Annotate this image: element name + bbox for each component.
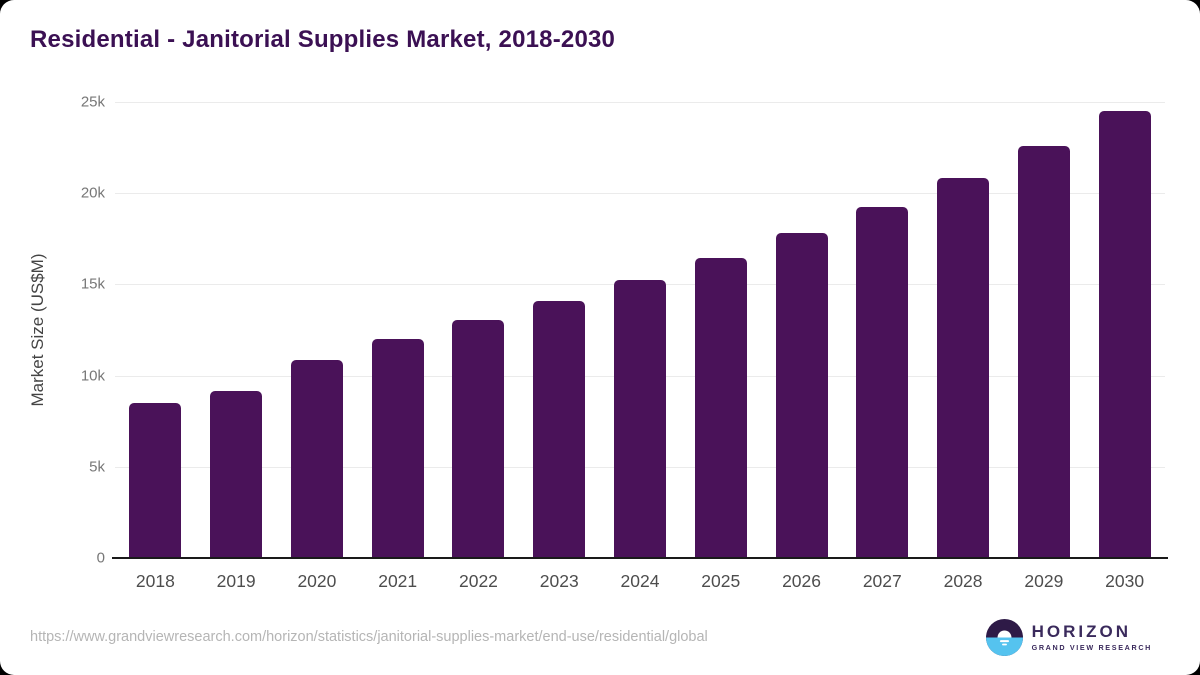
chart-title: Residential - Janitorial Supplies Market… [30, 26, 616, 53]
bar-2022[interactable] [452, 319, 505, 558]
x-axis-tick-labels: 2018 2019 2020 2021 2022 2023 2024 2025 2026 2027… [115, 571, 1165, 597]
bar-2024[interactable] [614, 279, 666, 558]
y-tick-label: 0 [96, 549, 105, 567]
gridline [115, 102, 1165, 103]
bar-2021[interactable] [371, 339, 424, 558]
x-tick-label: 2019 [216, 571, 256, 591]
x-tick-label: 2023 [539, 571, 579, 591]
gridline [115, 193, 1165, 195]
bar-2030[interactable] [1098, 111, 1151, 558]
bar-2023[interactable] [533, 300, 586, 558]
horizon-logo[interactable]: HORIZON GRAND VIEW RESEARCH [985, 619, 1152, 656]
plot-area [112, 102, 1168, 559]
x-tick-label: 2029 [1024, 571, 1064, 591]
x-tick-label: 2026 [782, 571, 821, 591]
logo-title: HORIZON [1031, 621, 1131, 641]
x-tick-label: 2027 [862, 571, 902, 591]
y-tick-label: 20k [80, 184, 105, 202]
bar-2026[interactable] [775, 233, 828, 558]
x-tick-label: 2018 [135, 571, 175, 591]
x-tick-label: 2021 [378, 571, 418, 591]
y-tick-label: 15k [80, 275, 105, 293]
x-tick-label: 2025 [701, 571, 741, 591]
source-url: https://www.grandviewresearch.com/horizo… [30, 629, 708, 645]
x-tick-label: 2022 [458, 571, 498, 591]
bar-2019[interactable] [210, 391, 263, 558]
bar-2020[interactable] [290, 360, 343, 558]
y-axis-tick-labels: 0 5k 10k 15k 20k 25k [0, 94, 105, 567]
bar-2025[interactable] [694, 257, 747, 558]
x-tick-label: 2030 [1105, 571, 1145, 591]
y-tick-label: 25k [80, 93, 105, 111]
bar-2029[interactable] [1017, 145, 1070, 558]
x-tick-label: 2024 [620, 571, 660, 591]
y-tick-label: 5k [89, 458, 105, 476]
y-tick-label: 10k [80, 367, 105, 385]
x-tick-label: 2020 [297, 571, 337, 591]
bar-2027[interactable] [856, 206, 909, 558]
x-axis-line [112, 557, 1168, 559]
logo-subtitle: GRAND VIEW RESEARCH [1031, 643, 1152, 653]
x-tick-label: 2028 [943, 571, 983, 591]
logo-text: HORIZON GRAND VIEW RESEARCH [1031, 621, 1152, 653]
bar-2018[interactable] [129, 402, 182, 558]
bar-2028[interactable] [937, 177, 990, 558]
horizon-sunset-icon [985, 619, 1023, 656]
